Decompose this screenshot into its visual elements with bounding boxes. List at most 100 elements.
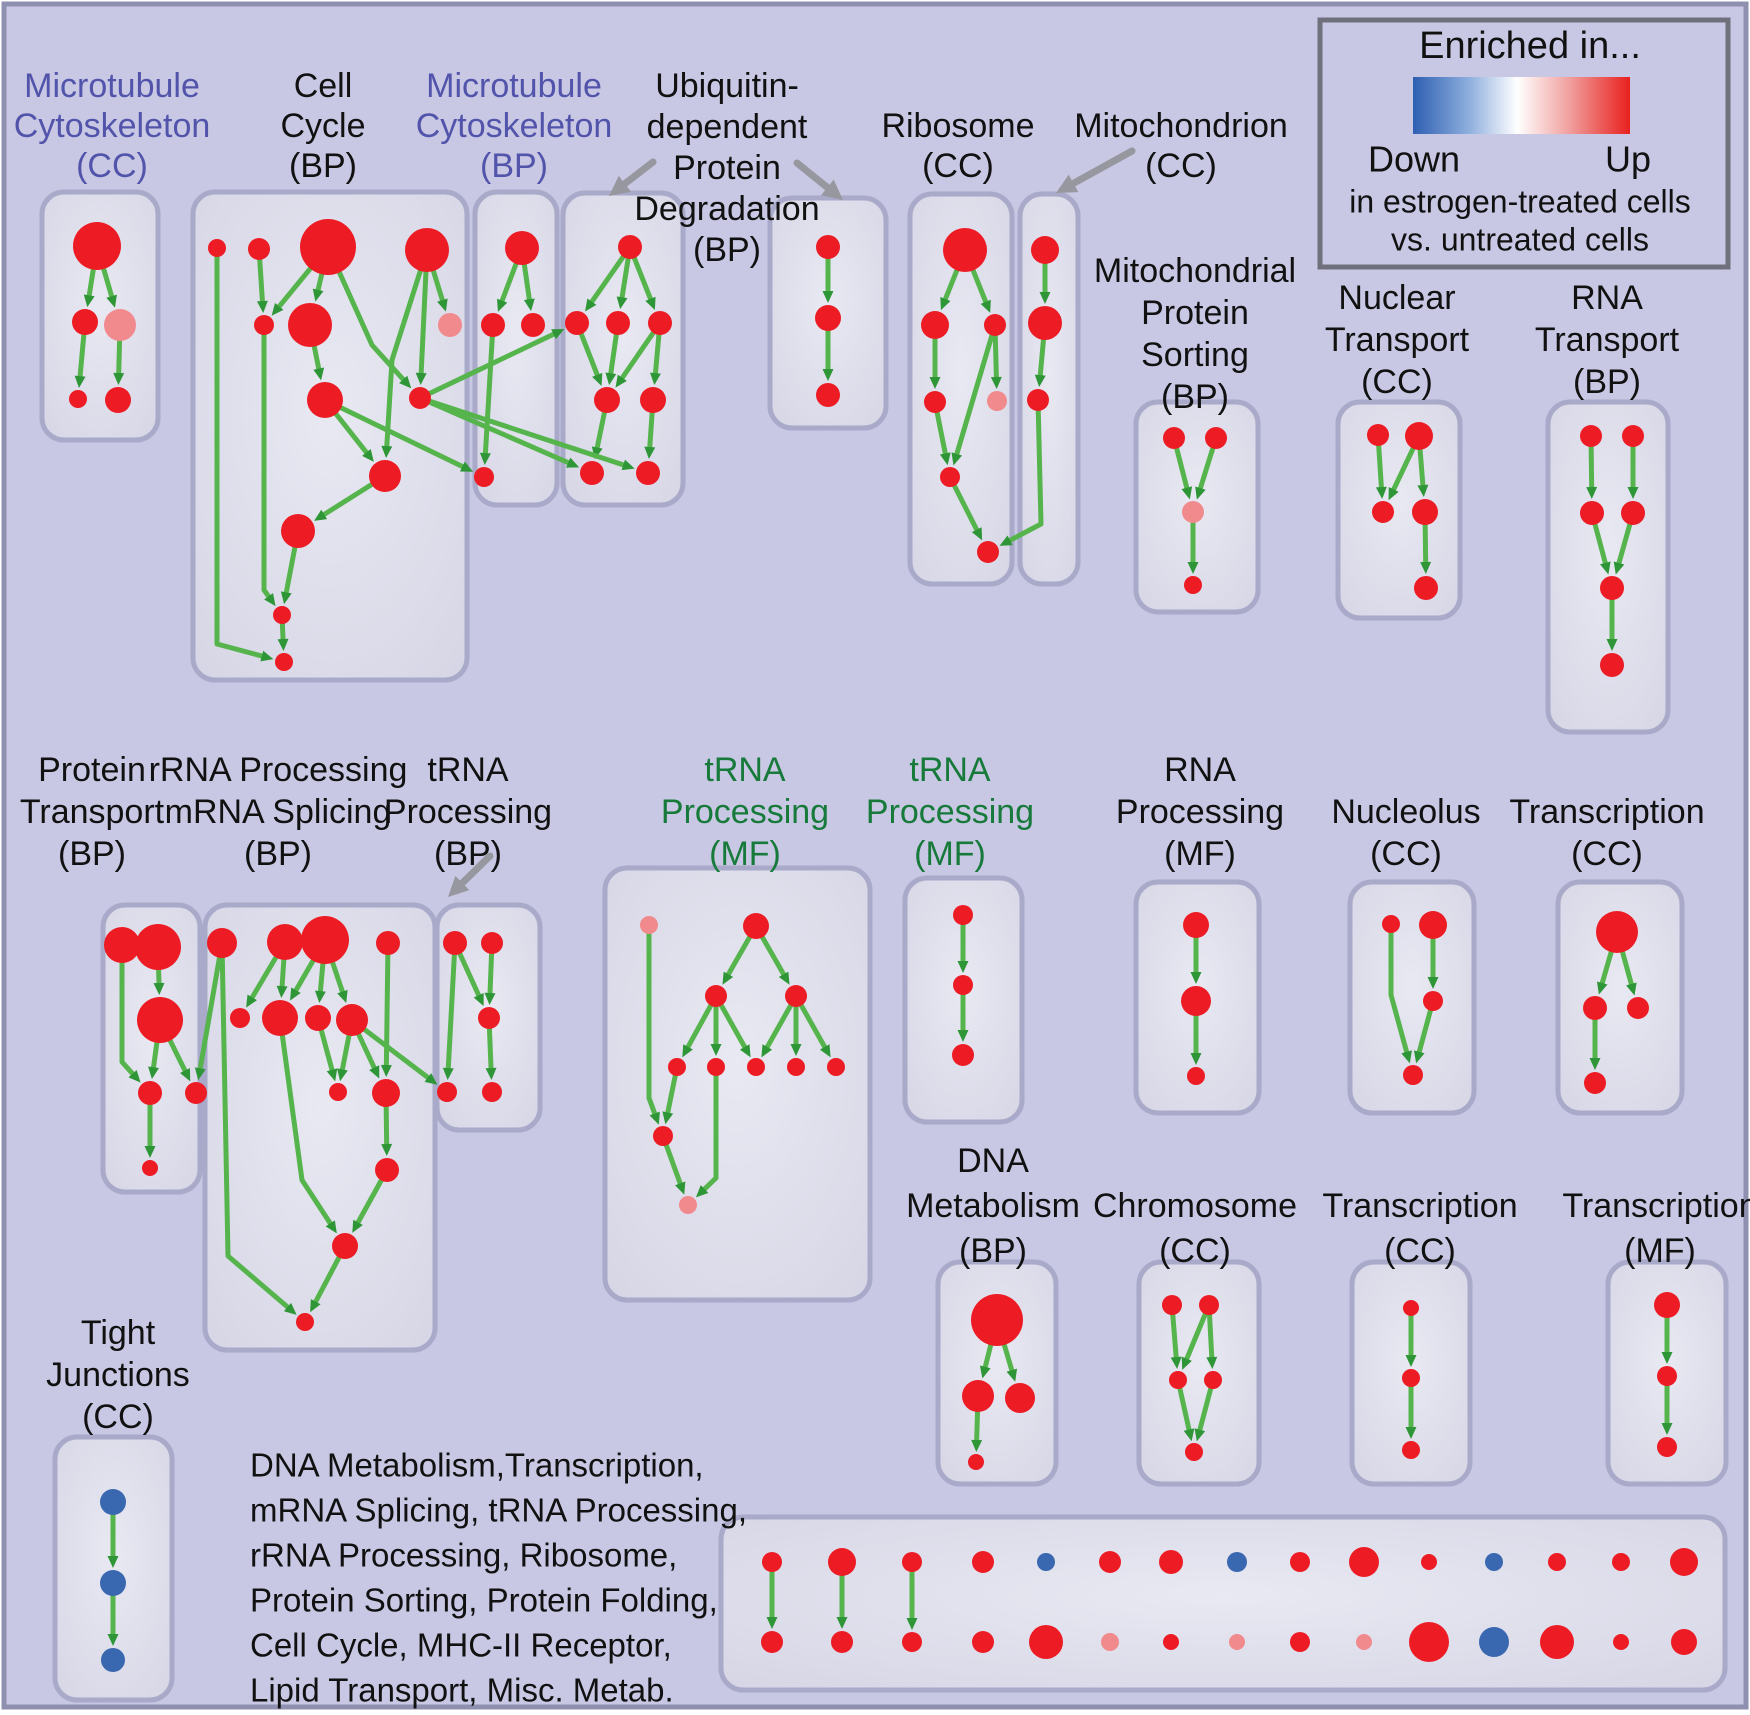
edge-chrom-3-head: [1183, 1428, 1195, 1442]
node-rrna-5-red: [262, 1000, 298, 1036]
node-rrna-12-red: [296, 1313, 314, 1331]
edge-rrna-3-head: [289, 987, 301, 1001]
node-nucl-1-red: [1419, 911, 1447, 939]
node-cc-3-red: [405, 228, 449, 272]
edge-rrna-7-line: [277, 1015, 333, 1226]
edge-nt-2-head: [1417, 484, 1429, 498]
edge-trnamf2-1-head: [957, 1030, 969, 1042]
edge-ribo-2-head: [929, 377, 941, 389]
node-cc-10-red: [281, 514, 315, 548]
node-trnamf1-8-red: [827, 1058, 845, 1076]
node-shared-14-red: [1670, 1548, 1698, 1576]
edge-pt-0-line: [119, 942, 136, 1077]
cluster-label-mtcc-line0: Microtubule: [24, 67, 200, 105]
edge-trnamf1-9-head: [662, 1111, 674, 1125]
node-trnamf1-7-red: [787, 1058, 805, 1076]
cross-edge-4-line: [1007, 397, 1044, 543]
edge-cc-3-head: [312, 288, 324, 302]
node-shared-18-red: [972, 1631, 994, 1653]
node-pt-0-red: [104, 927, 140, 963]
cluster-label-rnap-line1: Processing: [1116, 793, 1284, 831]
edge-trnabp-2-head: [485, 1067, 497, 1081]
cluster-label-pt-line0: Protein: [38, 751, 146, 789]
edge-rrna-5-head: [337, 989, 348, 1003]
node-cc-5-red: [288, 303, 332, 347]
node-rnt-5-red: [1600, 653, 1624, 677]
node-ubb-1-red: [815, 305, 841, 331]
node-rrna-7-red: [336, 1004, 368, 1036]
node-rnt-3-red: [1621, 501, 1645, 525]
cross-edge-2-line: [417, 395, 571, 466]
edge-trnamf1-7-head: [819, 1044, 831, 1058]
node-uba-3-red: [648, 311, 672, 335]
node-shared-28-red: [1613, 1634, 1629, 1650]
node-tj-1-blue: [100, 1570, 126, 1596]
note-line-5: Lipid Transport, Misc. Metab.: [250, 1672, 674, 1709]
node-pt-3-red: [138, 1081, 162, 1105]
cluster-label-trnamf1-line1: Processing: [661, 793, 829, 831]
cluster-label-trnabp-line0: tRNA: [427, 751, 509, 789]
cluster-box-ribo: [907, 191, 1015, 587]
node-uba-2-red: [606, 311, 630, 335]
cluster-label-mtbp-line1: Cytoskeleton: [416, 107, 613, 145]
legend-gradient-bar: [1413, 77, 1630, 134]
edge-cc-1-head: [256, 300, 268, 314]
edge-ribo-1-head: [980, 299, 991, 313]
edge-uba-1-head: [616, 296, 628, 310]
node-dnam-1-red: [962, 1380, 994, 1412]
node-rnt-4-red: [1600, 576, 1624, 600]
cluster-label-mps-line2: Sorting: [1141, 336, 1249, 374]
node-rrna-6-red: [305, 1005, 331, 1031]
cross-edge-3-line: [417, 395, 626, 468]
edge-ubb-1-head: [822, 369, 834, 381]
node-trnamf1-0-pink: [640, 916, 658, 934]
node-trnamf1-6-red: [747, 1058, 765, 1076]
node-shared-12-red: [1548, 1553, 1566, 1571]
node-rrna-4-red: [230, 1008, 250, 1028]
edge-dnam-0-head: [979, 1365, 991, 1379]
node-ribo-6-red: [977, 541, 999, 563]
node-cc-0-red: [208, 239, 226, 257]
edge-ribo-4-line: [954, 322, 998, 457]
legend-subtitle-1: in estrogen-treated cells: [1349, 183, 1691, 219]
node-trnamf2-2-red: [952, 1044, 974, 1066]
node-nt-2-red: [1372, 501, 1394, 523]
node-pt-4-red: [185, 1082, 207, 1104]
cross-edge-4-head: [999, 535, 1013, 546]
cross-edge-0-line: [322, 397, 465, 470]
cluster-label-uba-line3: Degradation: [634, 190, 819, 228]
node-cc-1-red: [248, 238, 270, 260]
cluster-label-trnabp-line1: Processing: [384, 793, 552, 831]
node-dnam-3-red: [968, 1454, 984, 1470]
edge-cc-13-head: [277, 638, 289, 652]
node-shared-7-blue: [1227, 1552, 1247, 1572]
node-uba-5-red: [640, 387, 666, 413]
node-shared-22-pink: [1229, 1634, 1245, 1650]
legend-box: [1317, 17, 1731, 270]
cluster-label-cc-line2: (BP): [289, 147, 357, 185]
cluster-label-ribo-line1: (CC): [922, 147, 994, 185]
cluster-label-trnamf2-line1: Processing: [866, 793, 1034, 831]
node-mtbp-3-red: [474, 467, 494, 487]
cluster-box-shared: [718, 1514, 1728, 1693]
node-mtcc-3-red: [69, 390, 87, 408]
edge-rrna-11-head: [381, 1143, 393, 1157]
node-cc-6-pink: [438, 313, 462, 337]
cluster-label-tj-line2: (CC): [82, 1398, 154, 1436]
cluster-label-rrna-line0: rRNA Processing: [149, 751, 408, 789]
edge-chrom-1-head: [1181, 1356, 1192, 1370]
node-chrom-0-red: [1162, 1295, 1182, 1315]
cluster-label-trnamf1-line2: (MF): [709, 835, 781, 873]
edge-mtcc-2-head: [74, 375, 86, 389]
cross-edge-3-head: [621, 459, 635, 471]
node-trnamf1-10-pink: [679, 1196, 697, 1214]
edge-rnap-0-head: [1190, 972, 1202, 984]
edge-nt-3-head: [1420, 561, 1432, 575]
node-cc-4-red: [254, 315, 274, 335]
edge-tj-1-head: [107, 1634, 119, 1646]
node-trnamf1-5-red: [707, 1058, 725, 1076]
node-shared-21-red: [1163, 1634, 1179, 1650]
cluster-label-nt-line0: Nuclear: [1338, 279, 1455, 317]
edge-pt-0-head: [128, 1070, 141, 1083]
